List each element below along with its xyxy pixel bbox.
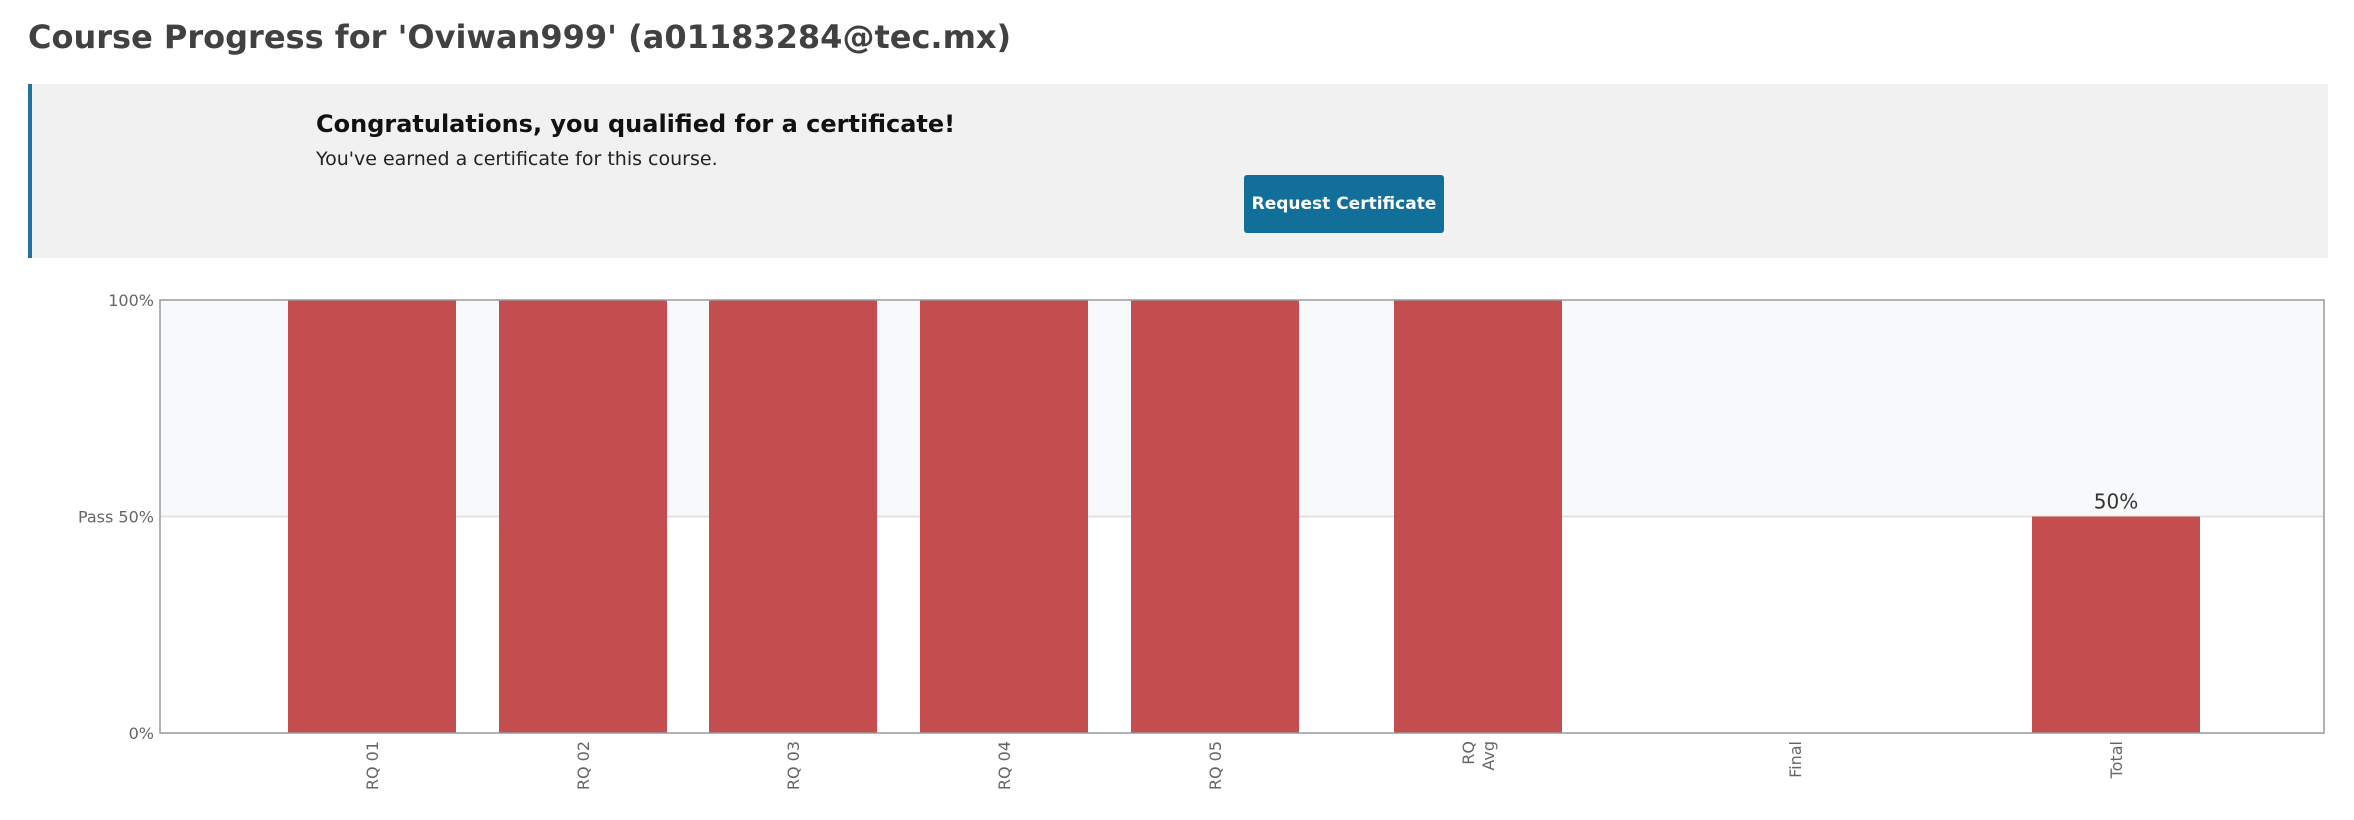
bar-4 — [1131, 300, 1299, 733]
bar-0 — [288, 300, 456, 733]
bar-2 — [709, 300, 877, 733]
request-certificate-button[interactable]: Request Certificate — [1244, 175, 1444, 233]
bar-7 — [2032, 516, 2200, 733]
certificate-message: You've earned a certificate for this cou… — [316, 148, 718, 170]
y-tick-label-0: 0% — [129, 724, 154, 743]
category-label-5-0: RQ — [1459, 741, 1478, 765]
category-label-5-1: Avg — [1479, 741, 1498, 771]
data-label-7: 50% — [2094, 490, 2138, 514]
certificate-title: Congratulations, you qualified for a cer… — [316, 110, 956, 138]
plot-frame — [159, 299, 2325, 734]
category-label-3: RQ 04 — [995, 741, 1014, 790]
bar-1 — [499, 300, 667, 733]
category-label-4: RQ 05 — [1206, 741, 1225, 790]
category-label-7: Total — [2107, 741, 2126, 779]
category-label-6: Final — [1786, 741, 1805, 778]
bar-3 — [920, 300, 1088, 733]
category-label-1: RQ 02 — [574, 741, 593, 790]
y-tick-label-2: 100% — [108, 291, 154, 310]
category-label-0: RQ 01 — [363, 741, 382, 790]
category-label-2: RQ 03 — [784, 741, 803, 790]
page-title: Course Progress for 'Oviwan999' (a011832… — [28, 18, 1012, 56]
bar-5 — [1394, 300, 1562, 733]
certificate-banner: Congratulations, you qualified for a cer… — [28, 84, 2328, 258]
y-tick-label-1: Pass 50% — [78, 508, 154, 527]
